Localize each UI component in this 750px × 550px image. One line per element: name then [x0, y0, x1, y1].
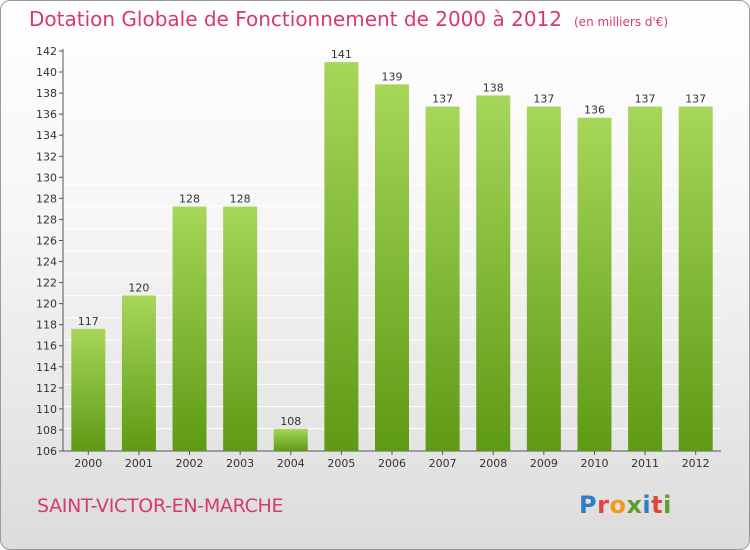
y-tick-label: 124: [36, 256, 57, 269]
y-tick-label: 142: [36, 45, 57, 58]
y-tick-label: 140: [36, 66, 57, 79]
y-tick-label: 120: [36, 298, 57, 311]
data-label: 120: [128, 281, 149, 294]
chart-subtitle: (en milliers d'€): [574, 15, 669, 29]
bar: [172, 206, 207, 451]
y-tick-label: 106: [36, 445, 57, 458]
x-tick-label: 2004: [277, 457, 305, 470]
x-tick-label: 2001: [125, 457, 153, 470]
y-tick-label: 122: [36, 277, 57, 290]
x-tick-label: 2009: [530, 457, 558, 470]
bar: [375, 84, 409, 451]
logo-letter: x: [626, 491, 643, 519]
data-label: 128: [179, 193, 200, 206]
x-tick-label: 2003: [226, 457, 254, 470]
logo-letter: P: [579, 491, 598, 519]
chart-title: Dotation Globale de Fonctionnement de 20…: [29, 7, 668, 31]
data-label: 137: [432, 93, 453, 106]
x-tick-label: 2007: [429, 457, 457, 470]
x-tick-label: 2000: [74, 457, 102, 470]
bar: [425, 106, 460, 452]
data-label: 141: [331, 48, 352, 61]
y-tick-label: 128: [36, 192, 57, 205]
chart-title-text: Dotation Globale de Fonctionnement de 20…: [29, 7, 562, 31]
logo-letter: i: [642, 491, 652, 519]
data-label: 128: [230, 193, 251, 206]
y-tick-label: 112: [36, 382, 57, 395]
labels: 106 108 110 112 114 116 118 120 122 124 126 128 128 1…: [36, 45, 710, 470]
x-tick-label: 2010: [580, 457, 608, 470]
bar: [628, 106, 663, 452]
bar: [324, 62, 359, 451]
bars: [71, 62, 713, 452]
y-tick-label: 118: [36, 319, 57, 332]
y-tick-label: 132: [36, 150, 57, 163]
y-tick-label: 114: [36, 361, 57, 374]
data-label: 137: [533, 93, 554, 106]
bar: [273, 428, 308, 451]
logo-letter: t: [651, 491, 664, 519]
y-tick-label: 110: [36, 403, 57, 416]
logo-letter: o: [609, 491, 627, 519]
x-tick-label: 2012: [682, 457, 710, 470]
logo-letter: i: [663, 491, 672, 519]
x-tick-label: 2006: [378, 457, 406, 470]
y-tick-label: 138: [36, 87, 57, 100]
data-label: 117: [78, 315, 99, 328]
y-tick-label: 134: [36, 129, 57, 142]
x-tick-label: 2005: [327, 457, 355, 470]
y-tick-label: 116: [36, 340, 57, 353]
data-label: 137: [635, 93, 656, 106]
data-label: 138: [483, 81, 504, 94]
bar: [121, 295, 156, 451]
y-tick-label: 130: [36, 171, 57, 184]
data-label: 137: [685, 93, 706, 106]
data-label: 108: [280, 415, 301, 428]
y-tick-label: 136: [36, 108, 57, 121]
data-label: 136: [584, 104, 605, 117]
bar: [577, 117, 612, 452]
proxiti-logo[interactable]: Proxiti: [579, 491, 672, 519]
y-tick-label: 108: [36, 424, 57, 437]
x-tick-label: 2002: [176, 457, 204, 470]
bar: [678, 106, 713, 452]
bar: [223, 206, 258, 451]
y-tick-label: 128: [36, 213, 57, 226]
logo-letter: r: [597, 491, 610, 519]
bar: [476, 95, 511, 451]
x-tick-label: 2008: [479, 457, 507, 470]
bar: [526, 106, 561, 452]
commune-name: SAINT-VICTOR-EN-MARCHE: [37, 495, 284, 517]
data-label: 139: [382, 70, 403, 83]
x-tick-label: 2011: [631, 457, 659, 470]
bar: [71, 328, 106, 451]
y-tick-label: 126: [36, 234, 57, 247]
